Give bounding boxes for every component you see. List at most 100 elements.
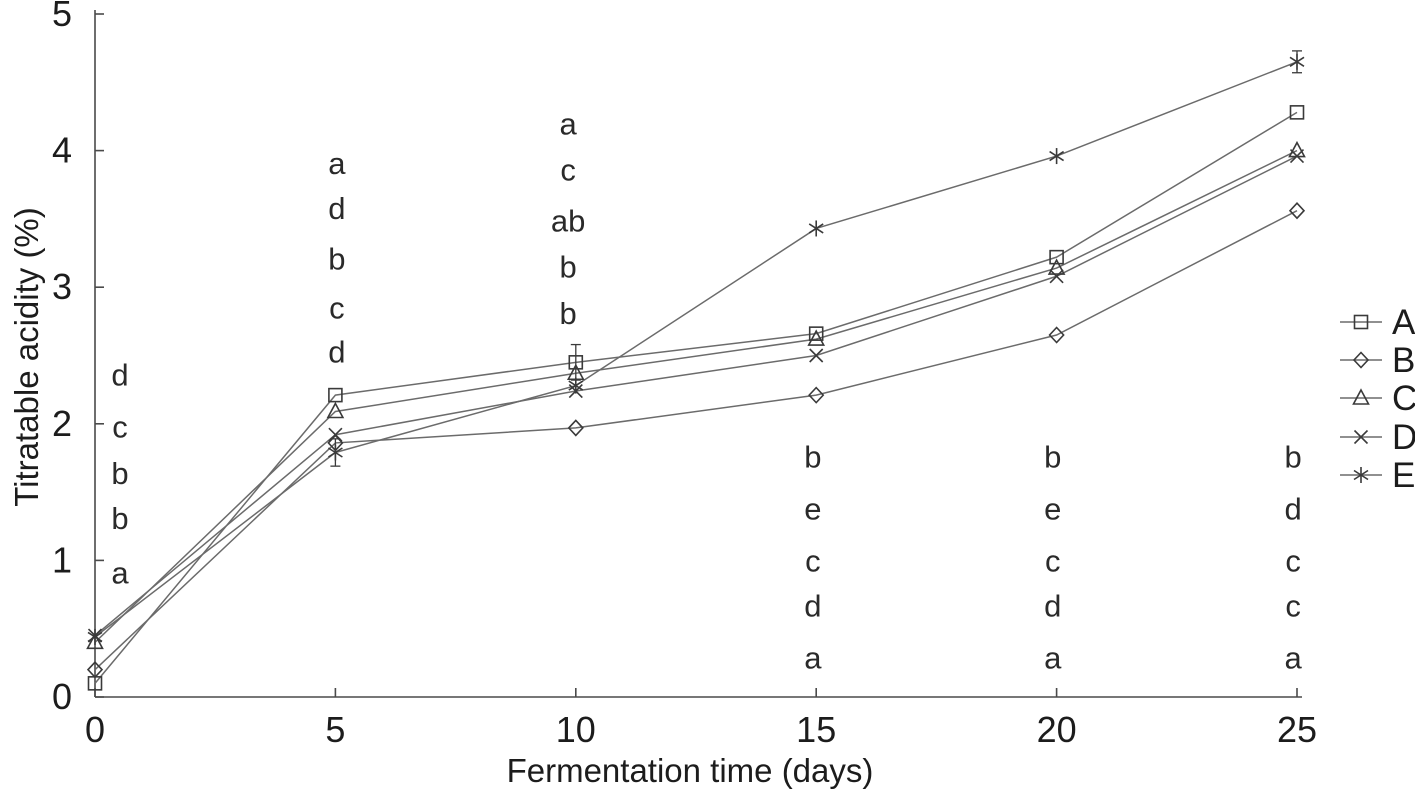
annotation-letter: d (111, 358, 128, 393)
legend-marker-D-shape (1353, 429, 1369, 445)
legend-marker-A (1353, 314, 1369, 330)
marker-C-day0 (86, 632, 104, 650)
legend-marker-C (1352, 388, 1370, 405)
x-tick-label: 10 (556, 709, 596, 750)
legend-marker-E-shape (1353, 469, 1369, 481)
annotation-letter: d (804, 588, 821, 623)
marker-B-day10-shape (567, 419, 584, 437)
annotation-letter: b (111, 501, 128, 536)
legend-label-E: E (1392, 456, 1415, 495)
x-tick-label: 20 (1037, 709, 1077, 750)
marker-A-day20 (1049, 249, 1064, 265)
annotation-letter: ab (551, 203, 585, 238)
marker-E-day0-shape (87, 631, 103, 643)
legend-marker-B-shape (1352, 351, 1370, 369)
legend-label-B: B (1392, 341, 1415, 380)
marker-A-day20-shape (1049, 249, 1064, 265)
annotation-letter: a (804, 640, 822, 675)
legend-marker-A-shape (1353, 314, 1369, 330)
marker-E-day0 (87, 628, 103, 645)
marker-E-day25-shape (1289, 56, 1305, 67)
annotation-letter: b (559, 250, 576, 285)
marker-B-day25 (1288, 202, 1306, 220)
marker-C-day25-shape (1288, 140, 1306, 158)
annotation-letter: a (111, 556, 129, 591)
marker-E-day15 (808, 220, 824, 237)
marker-E-day20-shape (1049, 150, 1065, 162)
legend-label-C: C (1392, 379, 1415, 418)
legend-marker-C-shape (1352, 388, 1370, 405)
series-line-D (94, 155, 1298, 637)
marker-C-day25 (1288, 140, 1306, 158)
marker-B-day15 (808, 386, 825, 404)
x-tick-label: 15 (796, 709, 836, 750)
y-tick-label: 3 (52, 266, 72, 307)
marker-C-day15 (807, 329, 826, 346)
annotation-letter: c (1045, 543, 1061, 578)
marker-D-day25 (1289, 148, 1305, 164)
y-axis-title: Titratable acidity (%) (8, 207, 45, 507)
y-tick-label: 2 (52, 403, 72, 444)
series-line-C (94, 149, 1298, 643)
marker-B-day0-shape (86, 661, 104, 679)
marker-E-day10 (568, 377, 584, 394)
marker-E-day20 (1049, 148, 1065, 165)
annotation-letter: d (1285, 491, 1302, 526)
annotation-letter: b (1285, 440, 1302, 475)
marker-E-day25 (1289, 53, 1305, 70)
annotation-letter: a (328, 146, 346, 181)
marker-D-day15 (809, 348, 824, 363)
marker-A-day15 (808, 326, 824, 341)
annotation-letter: a (559, 106, 577, 141)
marker-D-day5 (328, 427, 343, 442)
marker-D-day20 (1049, 269, 1064, 284)
marker-A-day25 (1289, 105, 1305, 120)
y-tick-label: 5 (52, 0, 72, 34)
marker-B-day15-shape (808, 386, 825, 404)
annotation-letter: a (1044, 640, 1062, 675)
marker-D-day15-shape (809, 348, 824, 363)
marker-E-day5 (327, 444, 343, 461)
annotation-letter: b (1044, 440, 1061, 475)
annotation-letter: d (328, 334, 345, 369)
marker-D-day25-shape (1289, 148, 1305, 164)
annotation-letter: c (329, 291, 345, 326)
marker-A-day25-shape (1289, 105, 1305, 120)
marker-C-day15-shape (807, 329, 826, 346)
marker-B-day0 (86, 661, 104, 679)
marker-C-day0-shape (86, 632, 104, 650)
annotation-letter: e (1044, 491, 1061, 526)
marker-C-day20 (1047, 258, 1066, 275)
marker-C-day20-shape (1047, 258, 1066, 275)
annotation-letter: d (1044, 588, 1061, 623)
annotation-letter: c (805, 543, 821, 578)
x-tick-label: 5 (325, 709, 345, 750)
annotation-letter: b (111, 456, 128, 491)
annotation-letter: b (804, 440, 821, 475)
annotation-letter: c (112, 410, 128, 445)
x-tick-label: 25 (1277, 709, 1317, 750)
legend-label-D: D (1392, 418, 1415, 457)
series-line-A (94, 111, 1298, 684)
legend-marker-B (1352, 351, 1370, 369)
legend-label-A: A (1392, 303, 1415, 342)
marker-A-day15-shape (808, 326, 824, 341)
annotation-letter: a (1285, 640, 1303, 675)
annotation-letter: d (328, 191, 345, 226)
annotation-letter: e (804, 491, 821, 526)
marker-E-day10-shape (568, 380, 584, 391)
legend-marker-D (1353, 429, 1369, 445)
y-tick-label: 4 (52, 130, 72, 171)
annotation-letter: c (560, 153, 576, 188)
x-axis-title: Fermentation time (days) (506, 752, 874, 789)
marker-A-day5 (328, 387, 343, 403)
marker-B-day20-shape (1048, 326, 1065, 344)
marker-E-day15-shape (808, 223, 824, 234)
marker-C-day5-shape (326, 401, 345, 419)
marker-C-day5 (326, 401, 345, 419)
x-tick-label: 0 (85, 709, 105, 750)
annotation-letter: c (1285, 588, 1301, 623)
marker-A-day10 (568, 355, 584, 370)
